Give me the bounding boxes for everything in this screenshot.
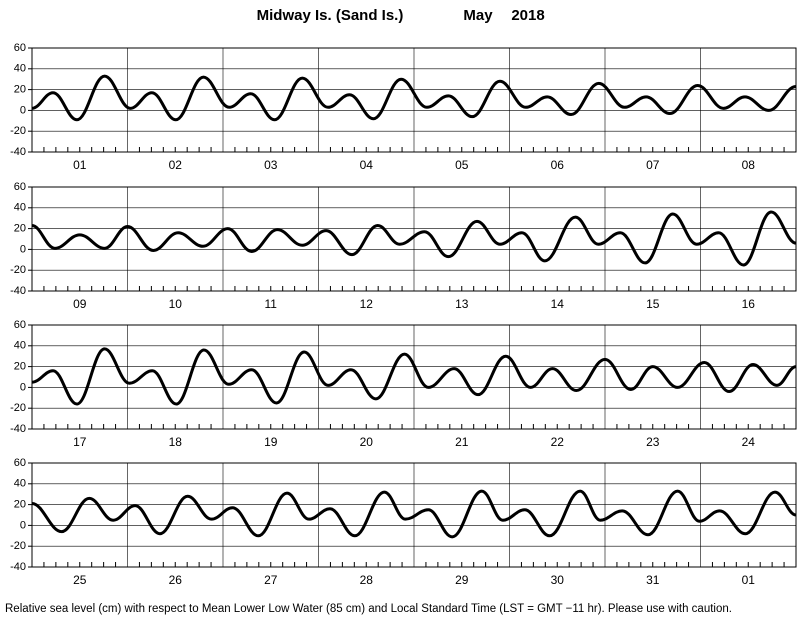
- day-label: 24: [742, 435, 756, 449]
- y-tick-label: -40: [10, 285, 26, 297]
- day-label: 09: [73, 297, 87, 311]
- y-tick-label: 20: [14, 223, 26, 235]
- y-tick-label: -40: [10, 146, 26, 158]
- y-tick-label: -20: [10, 125, 26, 137]
- day-label: 07: [646, 158, 660, 172]
- day-label: 01: [73, 158, 87, 172]
- day-label: 16: [742, 297, 756, 311]
- day-label: 17: [73, 435, 87, 449]
- y-tick-label: -40: [10, 561, 26, 573]
- day-label: 04: [360, 158, 374, 172]
- day-label: 22: [551, 435, 565, 449]
- day-label: 25: [73, 573, 87, 587]
- day-label: 05: [455, 158, 469, 172]
- tide-line: [31, 347, 797, 406]
- day-label: 10: [169, 297, 183, 311]
- y-tick-label: -20: [10, 264, 26, 276]
- tide-line: [31, 489, 797, 539]
- y-tick-label: 60: [14, 181, 26, 193]
- day-label: 20: [360, 435, 374, 449]
- y-tick-label: 0: [20, 104, 26, 116]
- day-label: 13: [455, 297, 469, 311]
- tide-line: [31, 74, 797, 122]
- day-label: 11: [265, 297, 278, 311]
- day-label: 02: [169, 158, 183, 172]
- month: May: [463, 7, 493, 24]
- tide-line: [31, 210, 797, 267]
- y-tick-label: 60: [14, 42, 26, 54]
- day-label: 08: [742, 158, 756, 172]
- footnote: Relative sea level (cm) with respect to …: [5, 603, 732, 615]
- y-tick-label: 20: [14, 361, 26, 373]
- day-label: 18: [169, 435, 183, 449]
- day-label: 19: [264, 435, 278, 449]
- y-tick-label: 60: [14, 319, 26, 331]
- day-label: 06: [551, 158, 565, 172]
- y-tick-label: 40: [14, 478, 26, 490]
- day-label: 28: [360, 573, 374, 587]
- y-tick-label: -20: [10, 402, 26, 414]
- day-label: 30: [551, 573, 565, 587]
- day-label: 27: [264, 573, 278, 587]
- day-label: 01: [742, 573, 756, 587]
- y-tick-label: 20: [14, 84, 26, 96]
- day-label: 21: [455, 435, 469, 449]
- day-label: 12: [360, 297, 374, 311]
- day-label: 29: [455, 573, 469, 587]
- day-label: 14: [551, 297, 565, 311]
- y-tick-label: 0: [20, 519, 26, 531]
- y-tick-label: 20: [14, 499, 26, 511]
- y-tick-label: 40: [14, 63, 26, 75]
- y-tick-label: 40: [14, 340, 26, 352]
- day-label: 15: [646, 297, 660, 311]
- y-tick-label: -40: [10, 423, 26, 435]
- y-tick-label: -20: [10, 540, 26, 552]
- day-label: 26: [169, 573, 183, 587]
- year: 2018: [511, 7, 544, 24]
- chart-title: Midway Is. (Sand Is.): [257, 7, 404, 24]
- day-label: 31: [646, 573, 660, 587]
- day-label: 03: [264, 158, 278, 172]
- y-tick-label: 0: [20, 243, 26, 255]
- day-label: 23: [646, 435, 660, 449]
- y-tick-label: 0: [20, 381, 26, 393]
- y-tick-label: 40: [14, 202, 26, 214]
- y-tick-label: 60: [14, 457, 26, 469]
